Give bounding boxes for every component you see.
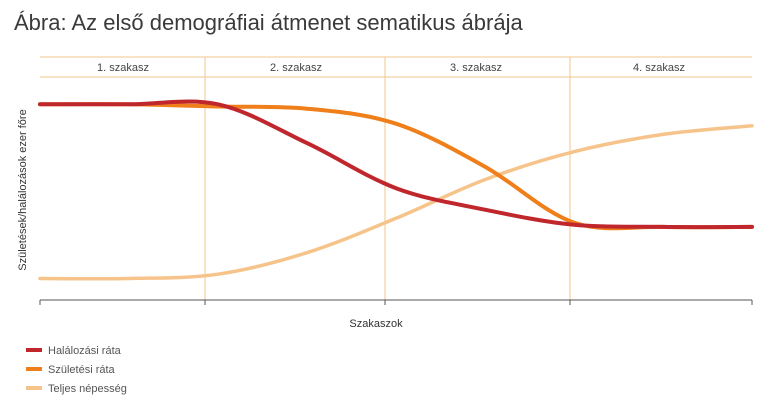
stage-dividers (204, 57, 571, 300)
series-line-2 (38, 102, 754, 231)
series-line-1 (38, 99, 754, 230)
y-axis-label: Születések/halálozások ezer főre (17, 109, 29, 270)
chart-title: Ábra: Az első demográfiai átmenet semati… (14, 10, 523, 35)
legend: Halálozási ráta Születési ráta Teljes népe… (26, 345, 127, 395)
stage-label-2: 2. szakasz (270, 62, 322, 74)
stage-label-3: 3. szakasz (450, 62, 502, 74)
legend-label-3: Teljes népesség (48, 383, 127, 395)
legend-label-1: Halálozási ráta (48, 345, 122, 357)
series-line-3 (38, 124, 754, 281)
legend-label-2: Születési ráta (48, 364, 116, 376)
stage-label-1: 1. szakasz (97, 62, 149, 74)
stage-label-4: 4. szakasz (633, 62, 685, 74)
x-axis-ticks (39, 300, 753, 305)
x-axis-label: Szakaszok (349, 318, 403, 330)
series-layer (38, 99, 754, 281)
